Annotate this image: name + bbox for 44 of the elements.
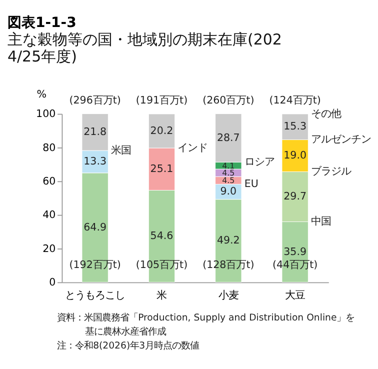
series-label: ロシア bbox=[244, 156, 274, 168]
text: (124百万t) bbox=[269, 94, 321, 106]
x-tick-label: 小麦 bbox=[218, 290, 238, 302]
series-label: EU bbox=[244, 178, 258, 190]
text: 資料：米国農務省「Production, Supply and Distribution Online」を基に農林水産省作成 bbox=[57, 312, 355, 338]
x-tick-label: 大豆 bbox=[285, 290, 306, 302]
y-axis-title: % bbox=[36, 88, 47, 100]
data-label: 28.7 bbox=[216, 132, 240, 144]
text: (260百万t) bbox=[202, 94, 254, 106]
series-label: インド bbox=[178, 142, 208, 154]
y-tick-label: 100 bbox=[36, 108, 56, 120]
series-label: その他 bbox=[310, 108, 341, 120]
series-label: 米国 bbox=[110, 144, 131, 156]
series-label: アルゼンチン bbox=[310, 134, 371, 146]
series-label: ブラジル bbox=[310, 166, 351, 178]
data-label: 29.7 bbox=[284, 190, 307, 203]
annotation: (44百万t) bbox=[272, 259, 318, 272]
y-tick-label: 80 bbox=[42, 142, 56, 154]
text: (296百万t) bbox=[69, 94, 121, 106]
data-label: 9.0 bbox=[220, 186, 237, 198]
data-label: 64.9 bbox=[84, 221, 107, 234]
data-label: 49.2 bbox=[216, 234, 240, 247]
data-label: 19.0 bbox=[284, 150, 307, 162]
data-label: 15.3 bbox=[284, 120, 307, 133]
data-label: 54.6 bbox=[150, 230, 174, 242]
data-label: 20.2 bbox=[150, 124, 174, 137]
x-tick-label: 米 bbox=[156, 290, 167, 302]
y-tick-label: 40 bbox=[42, 209, 56, 222]
text: 注：令和8(2026)年3月時点の数値 bbox=[57, 340, 200, 352]
data-label: 25.1 bbox=[150, 162, 174, 175]
chart-subtitle: 主な穀物等の国・地域別の期末在庫(2024/25年度) bbox=[7, 30, 282, 66]
annotation: (128百万t) bbox=[202, 259, 254, 272]
data-label: 21.8 bbox=[84, 126, 107, 138]
x-tick-label: とうもろこし bbox=[65, 290, 126, 302]
series-label: 中国 bbox=[310, 216, 331, 228]
y-tick-label: 0 bbox=[49, 276, 56, 288]
y-tick-label: 20 bbox=[42, 242, 56, 255]
data-label: 13.3 bbox=[84, 156, 107, 168]
y-tick-label: 60 bbox=[42, 175, 56, 188]
data-label: 35.9 bbox=[284, 246, 307, 258]
annotation: (192百万t) bbox=[69, 259, 121, 272]
chart-title: 図表1-1-3 bbox=[7, 14, 76, 31]
text: (191百万t) bbox=[136, 94, 188, 106]
annotation: (105百万t) bbox=[136, 259, 188, 272]
